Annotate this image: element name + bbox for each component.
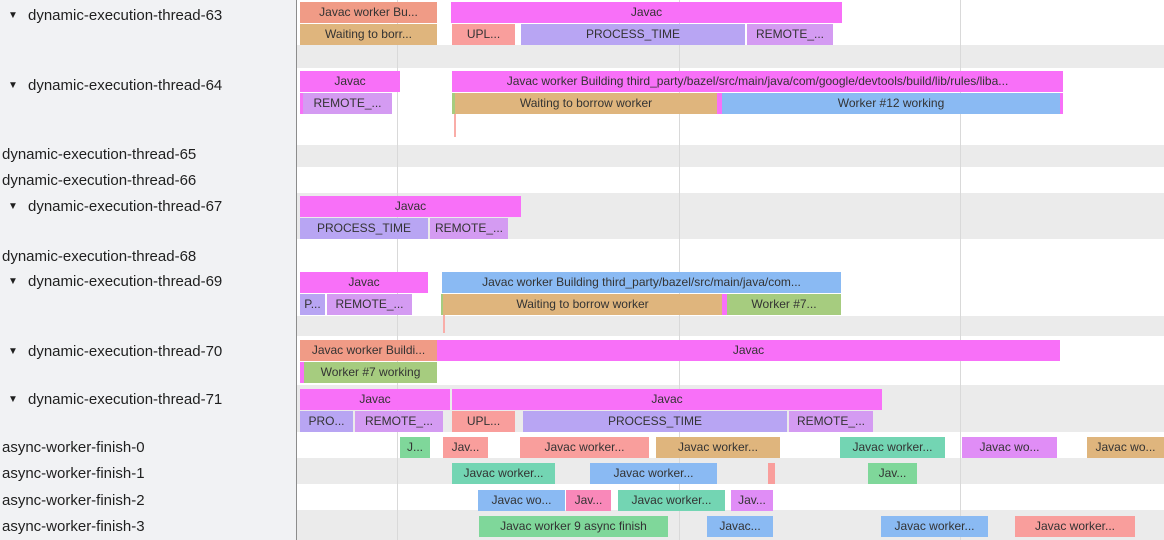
trace-slice[interactable] [768, 463, 775, 484]
trace-slice[interactable]: Javac worker... [840, 437, 945, 458]
trace-slice[interactable]: Javac [300, 71, 400, 92]
trace-slice[interactable]: PROCESS_TIME [300, 218, 428, 239]
track-name-label: async-worker-finish-0 [2, 439, 145, 456]
trace-slice[interactable]: Javac worker... [618, 490, 725, 511]
trace-slice[interactable]: Javac [437, 340, 1060, 361]
track-row-dynamic-execution-thread-64[interactable]: ▼ dynamic-execution-thread-64 [0, 73, 222, 99]
trace-slice[interactable] [1060, 93, 1063, 114]
row-background-band [297, 458, 1164, 484]
time-gridline [960, 0, 961, 540]
track-row-async-worker-finish-3[interactable]: async-worker-finish-3 [0, 514, 145, 540]
trace-slice[interactable]: Worker #7... [727, 294, 841, 315]
trace-slice[interactable]: Javac [300, 389, 450, 410]
trace-slice[interactable]: Waiting to borr... [300, 24, 437, 45]
trace-slice[interactable] [441, 294, 443, 315]
trace-slice[interactable]: REMOTE_... [355, 411, 443, 432]
track-row-dynamic-execution-thread-71[interactable]: ▼ dynamic-execution-thread-71 [0, 387, 222, 413]
trace-slice[interactable]: Javac [300, 196, 521, 217]
trace-slice[interactable]: Jav... [443, 437, 488, 458]
trace-slice[interactable]: Javac... [707, 516, 773, 537]
trace-slice[interactable]: Waiting to borrow worker [455, 93, 717, 114]
trace-slice[interactable]: P... [300, 294, 325, 315]
track-row-dynamic-execution-thread-66[interactable]: dynamic-execution-thread-66 [0, 168, 196, 194]
track-name-sidebar: ▼ dynamic-execution-thread-63 ▼ dynamic-exe… [0, 0, 297, 540]
track-name-label: dynamic-execution-thread-68 [2, 248, 197, 265]
expand-triangle-icon[interactable]: ▼ [8, 201, 18, 212]
trace-slice[interactable]: UPL... [452, 24, 515, 45]
track-name-label: async-worker-finish-3 [2, 518, 145, 535]
track-name-label: dynamic-execution-thread-69 [28, 273, 223, 290]
trace-slice[interactable]: Jav... [731, 490, 773, 511]
track-row-dynamic-execution-thread-63[interactable]: ▼ dynamic-execution-thread-63 [0, 3, 222, 29]
track-row-dynamic-execution-thread-69[interactable]: ▼ dynamic-execution-thread-69 [0, 269, 222, 295]
expand-triangle-icon[interactable]: ▼ [8, 10, 18, 21]
trace-slice[interactable]: Javac worker... [452, 463, 555, 484]
trace-slice[interactable]: Worker #7 working [304, 362, 437, 383]
trace-slice[interactable]: Waiting to borrow worker [443, 294, 722, 315]
expand-triangle-icon[interactable]: ▼ [8, 394, 18, 405]
track-name-label: async-worker-finish-1 [2, 465, 145, 482]
trace-slice[interactable]: UPL... [452, 411, 515, 432]
trace-slice[interactable]: J... [400, 437, 430, 458]
trace-slice[interactable]: Javac worker Building third_party/bazel/… [442, 272, 841, 293]
trace-slice[interactable]: Javac [451, 2, 842, 23]
track-name-label: dynamic-execution-thread-66 [2, 172, 197, 189]
row-background-band [297, 316, 1164, 336]
track-row-dynamic-execution-thread-65[interactable]: dynamic-execution-thread-65 [0, 142, 196, 168]
track-row-async-worker-finish-1[interactable]: async-worker-finish-1 [0, 461, 145, 487]
expand-triangle-icon[interactable]: ▼ [8, 346, 18, 357]
trace-slice[interactable]: Jav... [868, 463, 917, 484]
trace-slice[interactable]: REMOTE_... [303, 93, 392, 114]
trace-slice[interactable]: Worker #12 working [722, 93, 1060, 114]
trace-slice[interactable] [722, 294, 727, 315]
row-background-band [297, 45, 1164, 68]
trace-slice[interactable]: REMOTE_... [789, 411, 873, 432]
trace-slice[interactable] [717, 93, 722, 114]
trace-slice[interactable]: Javac [452, 389, 882, 410]
trace-slice[interactable] [300, 93, 303, 114]
trace-slice[interactable]: Javac worker... [881, 516, 988, 537]
track-name-label: dynamic-execution-thread-65 [2, 146, 197, 163]
track-row-async-worker-finish-0[interactable]: async-worker-finish-0 [0, 435, 145, 461]
trace-slice[interactable]: Javac wo... [478, 490, 565, 511]
trace-slice[interactable] [300, 362, 304, 383]
track-name-label: dynamic-execution-thread-70 [28, 343, 223, 360]
track-name-label: dynamic-execution-thread-63 [28, 7, 223, 24]
trace-slice[interactable]: PROCESS_TIME [521, 24, 745, 45]
row-background-band [297, 145, 1164, 167]
expand-triangle-icon[interactable]: ▼ [8, 276, 18, 287]
track-name-label: dynamic-execution-thread-64 [28, 77, 223, 94]
track-row-dynamic-execution-thread-67[interactable]: ▼ dynamic-execution-thread-67 [0, 194, 222, 220]
track-name-label: async-worker-finish-2 [2, 492, 145, 509]
trace-slice[interactable]: Javac worker... [520, 437, 649, 458]
trace-slice[interactable]: Javac worker... [590, 463, 717, 484]
trace-slice[interactable]: Javac worker... [656, 437, 780, 458]
trace-slice[interactable]: Javac wo... [1087, 437, 1164, 458]
track-row-async-worker-finish-2[interactable]: async-worker-finish-2 [0, 488, 145, 514]
time-gridline [397, 0, 398, 540]
trace-slice[interactable]: REMOTE_... [747, 24, 833, 45]
instant-event-tick [443, 315, 445, 333]
trace-slice[interactable]: Javac worker Bu... [300, 2, 437, 23]
track-name-label: dynamic-execution-thread-71 [28, 391, 223, 408]
trace-slice[interactable]: Javac worker... [1015, 516, 1135, 537]
track-row-dynamic-execution-thread-70[interactable]: ▼ dynamic-execution-thread-70 [0, 339, 222, 365]
trace-slice[interactable] [452, 93, 455, 114]
trace-slice[interactable]: Jav... [566, 490, 611, 511]
expand-triangle-icon[interactable]: ▼ [8, 80, 18, 91]
trace-slice[interactable]: Javac worker Buildi... [300, 340, 437, 361]
time-gridline [679, 0, 680, 540]
trace-slice[interactable]: PROCESS_TIME [523, 411, 787, 432]
trace-slice[interactable]: Javac [300, 272, 428, 293]
trace-slice[interactable]: REMOTE_... [327, 294, 412, 315]
instant-event-tick [454, 114, 456, 137]
trace-slice[interactable]: Javac worker Building third_party/bazel/… [452, 71, 1063, 92]
track-name-label: dynamic-execution-thread-67 [28, 198, 223, 215]
trace-slice[interactable]: Javac worker 9 async finish [479, 516, 668, 537]
track-row-dynamic-execution-thread-68[interactable]: dynamic-execution-thread-68 [0, 244, 196, 270]
trace-slice[interactable]: PRO... [300, 411, 353, 432]
trace-slice[interactable]: REMOTE_... [430, 218, 508, 239]
trace-slice[interactable]: Javac wo... [962, 437, 1057, 458]
